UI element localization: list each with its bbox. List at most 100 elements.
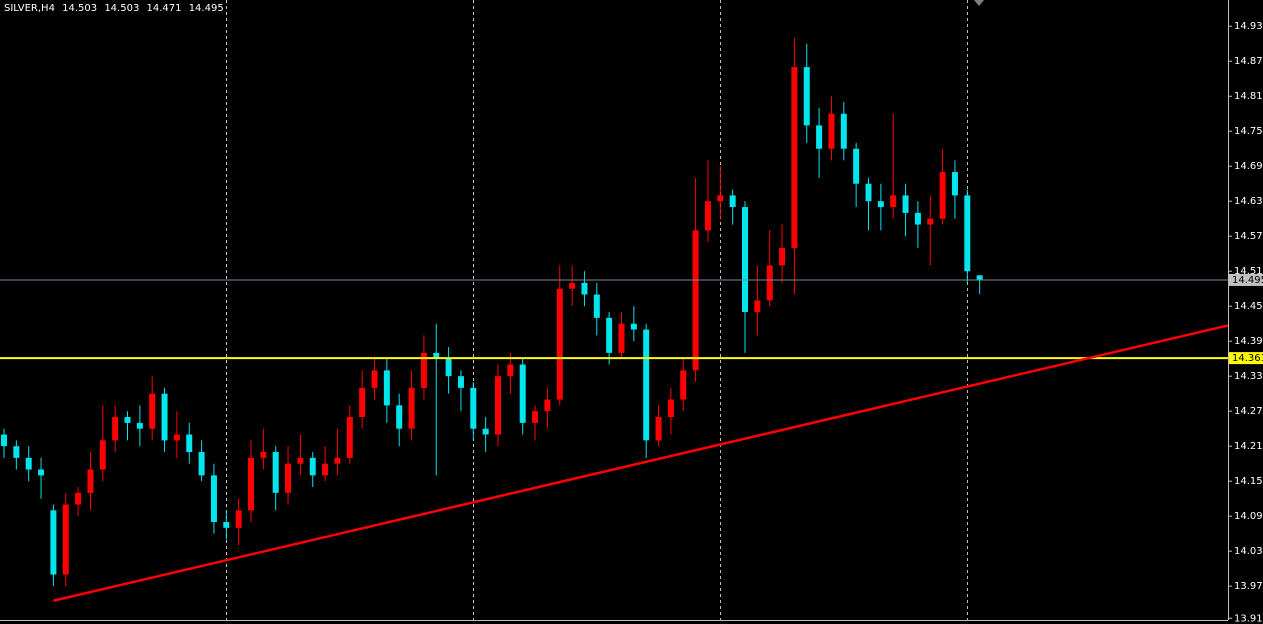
y-tick-label: 14.150 [1234, 476, 1263, 487]
candle-body [853, 148, 860, 184]
y-tick-label: 14.450 [1234, 301, 1263, 312]
candle-body [62, 504, 69, 575]
candle-body [457, 376, 464, 388]
candle-body [87, 469, 94, 493]
candle-body [902, 195, 909, 213]
y-tick-label: 14.330 [1234, 371, 1263, 382]
bid-label: 14.495 [1232, 275, 1263, 286]
candle-body [840, 113, 847, 149]
y-tick-label: 14.630 [1234, 196, 1263, 207]
candle-body [371, 370, 378, 388]
candle-body [149, 393, 156, 429]
candle-body [161, 393, 168, 441]
candle-body [396, 405, 403, 429]
candle-body [865, 183, 872, 202]
candle-body [890, 195, 897, 208]
candle-body [297, 457, 304, 464]
candle-body [75, 492, 82, 505]
candle-body [581, 282, 588, 295]
candle-body [260, 452, 267, 458]
trendline [53, 324, 1229, 602]
candle-body [433, 352, 440, 359]
high-value: 14.503 [104, 3, 139, 14]
candle-body [346, 417, 353, 458]
y-tick-label: 14.570 [1234, 231, 1263, 242]
candle-body [544, 399, 551, 412]
candle-body [754, 300, 761, 313]
candle-body [927, 218, 934, 225]
candle-body [285, 463, 292, 493]
candle-body [13, 446, 20, 458]
candle-body [1, 434, 7, 447]
y-tick-label: 14.690 [1234, 161, 1263, 172]
candle-body [630, 323, 637, 330]
y-tick-label: 13.915 [1234, 613, 1263, 624]
chart-title: SILVER,H4 14.503 14.503 14.471 14.495 [4, 3, 224, 14]
candle-body [704, 201, 711, 231]
candle-body [742, 207, 748, 313]
candle-body [803, 67, 810, 126]
candle-body [692, 230, 699, 371]
candle-body [173, 434, 180, 441]
shift-marker [974, 0, 984, 6]
symbol: SILVER,H4 [4, 3, 55, 14]
level-label-box [1229, 352, 1263, 365]
candle-body [964, 195, 971, 272]
candle-body [569, 282, 576, 289]
y-tick-label: 14.030 [1234, 546, 1263, 557]
candle-body [914, 212, 921, 225]
y-tick-label: 14.510 [1234, 266, 1263, 277]
candle-body [593, 294, 600, 318]
candle-body [112, 417, 119, 441]
candle-body [791, 67, 798, 248]
candle-body [816, 125, 823, 149]
y-tick-label: 14.090 [1234, 511, 1263, 522]
candle-body [606, 317, 613, 353]
candle-body [877, 201, 884, 208]
candle-body [951, 172, 958, 196]
candle-body [420, 352, 427, 388]
candle-body [124, 417, 131, 423]
y-tick-label: 14.270 [1234, 406, 1263, 417]
candle-body [25, 457, 32, 470]
bid-label-box [1229, 273, 1263, 286]
level-label: 14.361 [1232, 353, 1263, 364]
candle-body [618, 323, 625, 353]
candle-body [717, 195, 724, 202]
candle-body [470, 387, 477, 429]
candle-body [556, 288, 563, 400]
candle-body [766, 265, 773, 301]
candle-body [136, 422, 143, 429]
candle-body [223, 522, 230, 528]
candle-body [667, 399, 674, 418]
candle-body [359, 387, 366, 418]
candle-body [50, 510, 57, 575]
candle-body [248, 457, 254, 511]
candle-body [507, 364, 514, 377]
candle-body [38, 469, 45, 476]
candle-body [828, 113, 835, 149]
candle-body [309, 457, 316, 476]
candle-body [383, 370, 390, 406]
y-tick-label: 14.930 [1234, 21, 1263, 32]
candle-body [680, 370, 687, 400]
candle-body [655, 417, 662, 441]
candle-body [532, 411, 539, 423]
y-tick-label: 14.810 [1234, 91, 1263, 102]
candle-body [729, 195, 736, 208]
candle-body [495, 376, 501, 435]
candle-body [322, 463, 329, 476]
candle-body [210, 475, 217, 523]
close-value: 14.495 [189, 3, 224, 14]
candle-body [235, 510, 242, 528]
candle-body [482, 428, 489, 435]
candle-body [186, 434, 193, 453]
candle-body [519, 364, 526, 423]
y-tick-label: 14.870 [1234, 56, 1263, 67]
candle-body [408, 387, 415, 429]
candle-body [779, 247, 786, 266]
candle-body [334, 457, 341, 464]
candle-body [272, 452, 279, 493]
